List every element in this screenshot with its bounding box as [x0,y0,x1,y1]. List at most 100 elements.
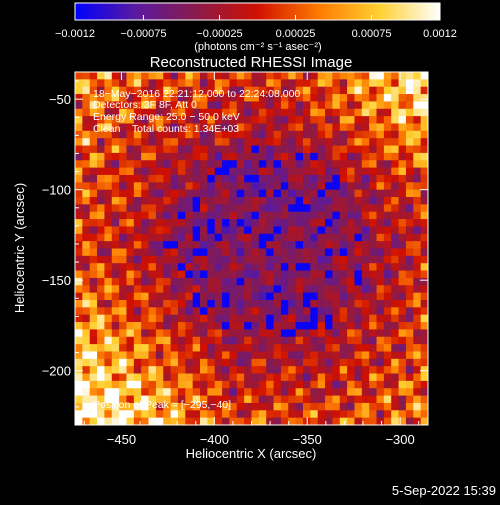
heatmap-cell [405,182,414,191]
heatmap-cell [302,94,311,102]
heatmap-cell [310,358,319,367]
heatmap-cell [229,366,238,374]
heatmap-cell [258,86,267,95]
heatmap-cell [141,248,149,257]
heatmap-cell [89,351,98,360]
heatmap-cell [229,72,238,80]
heatmap-cell [310,145,319,154]
heatmap-cell [119,329,127,338]
heatmap-cell [383,138,392,146]
heatmap-cell [317,108,326,117]
heatmap-cell [141,174,149,183]
heatmap-cell [280,307,289,316]
heatmap-cell [280,182,289,191]
heatmap-cell [104,255,113,264]
heatmap-cell [141,152,149,161]
heatmap-cell [376,86,385,95]
heatmap-cell [405,255,414,264]
heatmap-cell [310,86,319,95]
heatmap-cell [273,285,282,294]
heatmap-cell [302,174,311,183]
heatmap-cell [391,410,399,419]
heatmap-cell [192,410,201,419]
heatmap-cell [111,336,120,345]
heatmap-cell [97,263,105,271]
heatmap-cell [236,322,245,330]
heatmap-cell [420,248,428,257]
heatmap-cell [104,351,113,360]
heatmap-cell [383,130,392,139]
heatmap-cell [361,167,370,176]
heatmap-cell [133,380,142,389]
heatmap-cell [214,255,223,264]
heatmap-cell [207,351,216,360]
heatmap-cell [369,263,377,271]
heatmap-cell [244,329,252,338]
heatmap-cell [339,402,348,411]
heatmap-cell [347,336,355,345]
heatmap-cell [133,108,142,117]
heatmap-cell [89,72,98,80]
heatmap-cell [177,116,186,124]
heatmap-cell [317,410,326,419]
heatmap-cell [97,366,105,374]
heatmap-cell [97,351,105,360]
heatmap-cell [75,263,83,271]
heatmap-cell [383,145,392,154]
heatmap-cell [383,263,392,271]
heatmap-cell [236,197,245,205]
heatmap-cell [119,285,127,294]
heatmap-cell [222,307,230,316]
heatmap-cell [111,366,120,374]
heatmap-cell [258,358,267,367]
heatmap-cell [200,72,208,80]
heatmap-cell [207,197,216,205]
heatmap-cell [420,255,428,264]
heatmap-cell [200,248,208,257]
heatmap-cell [104,285,113,294]
heatmap-cell [141,307,149,316]
heatmap-cell [244,336,252,345]
heatmap-cell [200,138,208,146]
heatmap-cell [376,79,385,88]
heatmap-cell [104,307,113,316]
heatmap-cell [170,395,179,404]
heatmap-cell [295,152,304,161]
heatmap-cell [369,197,377,205]
heatmap-cell [288,233,297,242]
heatmap-cell [310,417,319,425]
heatmap-cell [325,94,333,102]
heatmap-cell [325,373,333,382]
heatmap-cell [214,226,223,235]
heatmap-cell [200,307,208,316]
heatmap-cell [126,94,135,102]
heatmap-cell [413,174,422,183]
heatmap-cell [354,182,363,191]
heatmap-cell [317,182,326,191]
heatmap-cell [266,167,274,176]
heatmap-cell [148,145,157,154]
heatmap-cell [229,410,238,419]
heatmap-cell [288,292,297,301]
heatmap-cell [280,211,289,220]
heatmap-cell [251,123,260,132]
heatmap-cell [325,233,333,242]
heatmap-cell [420,299,428,308]
heatmap-cell [413,189,422,198]
heatmap-cell [251,329,260,338]
heatmap-cell [163,285,171,294]
heatmap-cell [185,299,194,308]
heatmap-cell [148,285,157,294]
heatmap-cell [361,373,370,382]
heatmap-cell [244,145,252,154]
heatmap-cell [133,94,142,102]
heatmap-cell [133,277,142,286]
heatmap-cell [347,358,355,367]
heatmap-cell [339,233,348,242]
heatmap-cell [82,182,91,191]
heatmap-cell [185,270,194,279]
heatmap-cell [244,101,252,110]
heatmap-cell [207,123,216,132]
heatmap-cell [104,197,113,205]
heatmap-cell [332,72,341,80]
